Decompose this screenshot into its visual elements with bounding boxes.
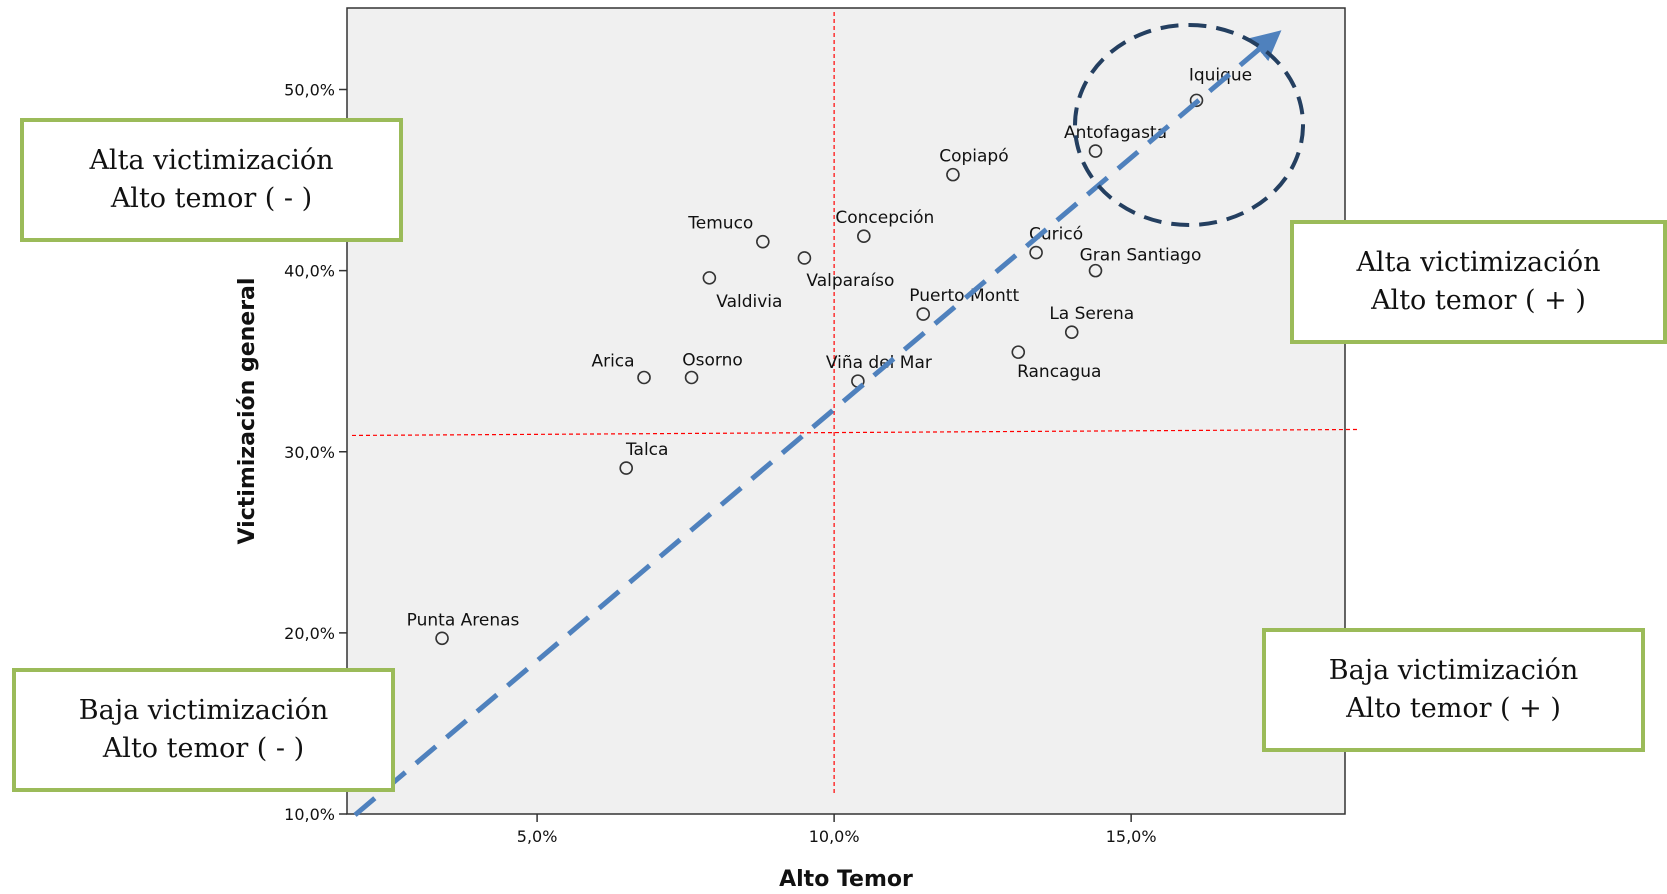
plot-area [346, 7, 1346, 815]
quadrant-top-right-line1: Alta victimización [1356, 247, 1601, 278]
point-label: Osorno [682, 350, 743, 370]
point-label: Antofagasta [1064, 123, 1167, 143]
quadrant-box-top-right: Alta victimización Alto temor ( + ) [1290, 220, 1667, 344]
data-point [619, 461, 634, 475]
point-label: Copiapó [939, 147, 1008, 167]
quadrant-top-right-line2: Alto temor ( + ) [1371, 285, 1586, 316]
x-tick-label: 15,0% [1106, 827, 1157, 846]
data-point [1064, 325, 1079, 340]
quadrant-top-left-line1: Alta victimización [89, 145, 334, 176]
point-label: Concepción [835, 208, 934, 228]
highlight-circle [1073, 23, 1305, 227]
quadrant-box-bottom-left: Baja victimización Alto temor ( - ) [12, 668, 395, 792]
y-axis-title: Victimización general [235, 278, 260, 545]
point-label: Viña del Mar [826, 353, 932, 373]
data-point [1088, 263, 1103, 278]
data-point [857, 229, 871, 244]
quadrant-box-top-left: Alta victimización Alto temor ( - ) [20, 118, 403, 242]
quadrant-bottom-left-line2: Alto temor ( - ) [102, 733, 305, 764]
data-point [702, 271, 717, 285]
data-point [1011, 345, 1026, 359]
data-point [916, 307, 931, 321]
data-point [946, 167, 960, 182]
trend-overlay [353, 23, 1305, 817]
axes: 10,0% 20,0% 30,0% 40,0% 50,0% 5,0% 10,0% 15,0% [284, 81, 1156, 846]
point-label: Iquique [1189, 65, 1252, 85]
point-label: Arica [591, 351, 634, 371]
horizontal-reference-line [351, 428, 1361, 437]
point-label: La Serena [1049, 304, 1134, 324]
reference-lines [351, 12, 1361, 795]
y-tick-label: 10,0% [284, 805, 335, 824]
data-point [797, 251, 812, 265]
point-label: Punta Arenas [407, 610, 520, 630]
y-tick-label: 30,0% [284, 443, 335, 462]
data-point [756, 234, 770, 249]
quadrant-box-bottom-right: Baja victimización Alto temor ( + ) [1262, 628, 1645, 752]
data-point [1189, 93, 1204, 108]
data-point [637, 370, 651, 385]
point-label: Temuco [687, 214, 753, 234]
point-label: Valdivia [716, 292, 782, 312]
data-point [684, 370, 699, 385]
y-tick-label: 40,0% [284, 262, 335, 281]
x-tick-label: 10,0% [809, 827, 860, 846]
y-tick-label: 20,0% [284, 624, 335, 643]
quadrant-top-left-line2: Alto temor ( - ) [110, 183, 313, 214]
data-point [1088, 144, 1103, 158]
quadrant-bottom-left-line1: Baja victimización [78, 695, 329, 726]
x-axis-title: Alto Temor [779, 867, 913, 892]
data-point [435, 631, 449, 646]
point-label: Gran Santiago [1080, 246, 1202, 266]
quadrant-bottom-right-line2: Alto temor ( + ) [1346, 693, 1561, 724]
y-tick-label: 50,0% [284, 81, 335, 100]
point-label: Valparaíso [806, 271, 894, 291]
point-label: Rancagua [1017, 362, 1101, 382]
data-point [1029, 245, 1043, 260]
quadrant-bottom-right-line1: Baja victimización [1328, 655, 1579, 686]
point-label: Talca [625, 440, 668, 460]
x-tick-label: 5,0% [517, 827, 558, 846]
